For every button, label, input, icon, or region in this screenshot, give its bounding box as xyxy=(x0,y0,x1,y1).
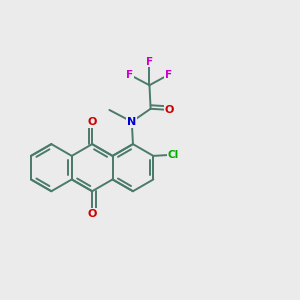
Text: F: F xyxy=(165,70,172,80)
Text: O: O xyxy=(88,117,97,127)
Text: F: F xyxy=(146,57,153,67)
Text: Cl: Cl xyxy=(168,150,179,160)
Text: N: N xyxy=(127,117,136,127)
Text: F: F xyxy=(126,70,133,80)
Text: O: O xyxy=(88,208,97,219)
Text: O: O xyxy=(165,105,174,115)
